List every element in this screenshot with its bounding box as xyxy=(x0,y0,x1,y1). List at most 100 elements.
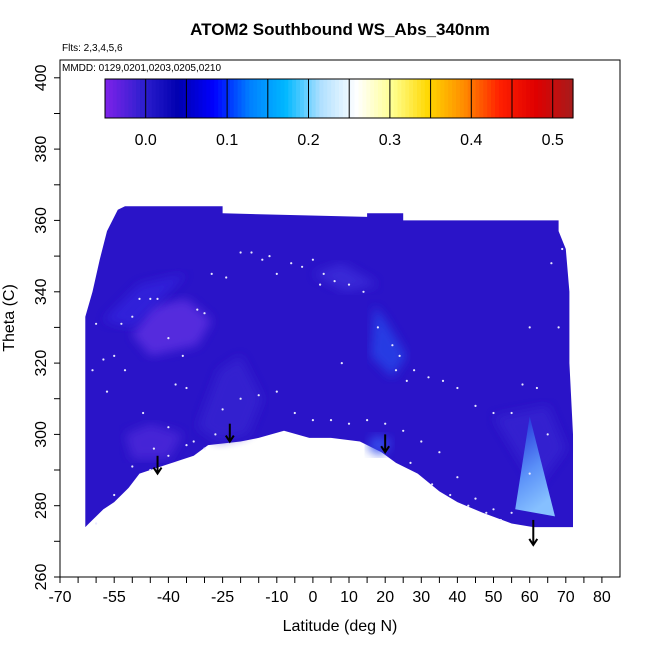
sample-point-31 xyxy=(427,376,430,379)
colorbar-cell-25 xyxy=(202,79,207,118)
sample-point-66 xyxy=(149,468,152,472)
colorbar-cell-35 xyxy=(241,79,246,118)
colorbar-cell-85 xyxy=(436,79,441,118)
colorbar-cell-49 xyxy=(296,79,301,118)
colorbar-cell-33 xyxy=(233,79,239,118)
colorbar-cell-76 xyxy=(401,79,406,118)
colorbar-cell-96 xyxy=(479,79,484,118)
colorbar-tick-label: 0.5 xyxy=(542,132,564,149)
colorbar-cell-89 xyxy=(452,79,457,118)
colorbar-cell-67 xyxy=(366,79,371,118)
colorbar-cell-37 xyxy=(249,79,254,118)
colorbar-cell-86 xyxy=(440,79,445,118)
field-patch-3 xyxy=(197,355,263,442)
sample-point-12 xyxy=(203,312,206,315)
colorbar-cell-23 xyxy=(194,79,200,118)
arrow-2 xyxy=(380,434,390,455)
sample-point-4 xyxy=(131,315,134,318)
colorbar-cell-58 xyxy=(331,79,336,118)
colorbar-cell-20 xyxy=(183,79,188,118)
colorbar-cell-113 xyxy=(545,79,551,118)
colorbar-cell-90 xyxy=(456,79,461,118)
chart-title: ATOM2 Southbound WS_Abs_340nm xyxy=(190,20,490,39)
colorbar-cell-5 xyxy=(124,79,129,118)
colorbar-cell-109 xyxy=(530,79,535,118)
colorbar-cell-14 xyxy=(159,79,165,118)
sample-point-78 xyxy=(123,369,127,372)
sample-point-27 xyxy=(376,326,379,329)
colorbar-cell-46 xyxy=(284,79,289,118)
sample-point-72 xyxy=(449,493,452,497)
x-tick-label: -55 xyxy=(103,589,126,606)
field-patch-1 xyxy=(103,273,187,328)
colorbar-frame xyxy=(104,78,574,119)
colorbar-cell-42 xyxy=(268,79,274,118)
sample-point-6 xyxy=(149,297,152,300)
colorbar-cell-98 xyxy=(487,79,492,118)
colorbar-cell-115 xyxy=(553,79,558,118)
colorbar-cell-7 xyxy=(132,79,137,118)
colorbar-tick-label: 0.3 xyxy=(379,132,401,149)
colorbar-cell-88 xyxy=(448,79,453,118)
sample-point-69 xyxy=(214,433,217,436)
sample-point-49 xyxy=(293,411,296,415)
colorbar-cell-103 xyxy=(506,79,512,118)
colorbar-cell-15 xyxy=(163,79,168,118)
arrow-head xyxy=(152,467,163,476)
sample-point-26 xyxy=(362,290,365,293)
field-patch-4 xyxy=(370,306,407,378)
x-tick-label: -40 xyxy=(157,589,180,606)
sample-point-24 xyxy=(333,280,336,283)
x-tick-label: -25 xyxy=(211,589,234,606)
colorbar-cell-75 xyxy=(397,79,402,118)
x-tick-label: 60 xyxy=(521,589,539,606)
colorbar-cell-31 xyxy=(225,79,231,118)
colorbar-cell-104 xyxy=(510,79,516,118)
colorbar-cell-112 xyxy=(541,79,547,118)
sample-point-14 xyxy=(225,276,228,279)
colorbar-cell-11 xyxy=(147,79,153,118)
y-tick-label: 260 xyxy=(33,564,50,591)
sample-point-64 xyxy=(113,493,116,497)
colorbar-cell-30 xyxy=(222,79,227,118)
sample-point-9 xyxy=(174,383,177,386)
x-tick-label: 70 xyxy=(557,589,575,606)
sample-point-16 xyxy=(250,251,253,254)
colorbar-cell-16 xyxy=(167,79,172,118)
colorbar-cell-63 xyxy=(350,79,356,118)
sample-point-87 xyxy=(340,362,343,365)
colorbar-tick-label: 0.0 xyxy=(135,132,157,149)
colorbar-cell-80 xyxy=(417,79,422,118)
sample-point-20 xyxy=(290,262,293,265)
colorbar-cell-26 xyxy=(206,79,211,118)
sample-point-39 xyxy=(550,262,553,265)
colorbar-cell-66 xyxy=(362,79,367,118)
sample-point-1 xyxy=(102,358,105,361)
sample-point-10 xyxy=(185,386,188,390)
sample-point-19 xyxy=(275,272,278,275)
colorbar-cell-39 xyxy=(257,79,262,118)
colorbar-tick-label: 0.2 xyxy=(297,132,319,149)
sample-point-57 xyxy=(438,451,441,454)
colorbar-cell-81 xyxy=(420,79,426,118)
colorbar-cell-101 xyxy=(498,79,504,118)
x-tick-label: -70 xyxy=(48,589,71,606)
field-layer xyxy=(85,206,574,528)
sample-point-44 xyxy=(203,447,206,450)
field-patch-6 xyxy=(312,263,378,292)
colorbar-cell-61 xyxy=(342,79,348,118)
sample-point-25 xyxy=(347,283,351,286)
x-tick-label: 0 xyxy=(308,589,317,606)
sample-point-43 xyxy=(185,444,188,447)
sample-point-3 xyxy=(120,322,123,325)
colorbar-cell-70 xyxy=(378,79,383,118)
sample-point-23 xyxy=(322,272,325,275)
field-patch-0 xyxy=(132,298,212,356)
x-tick-label: 40 xyxy=(449,589,467,606)
y-tick-label: 300 xyxy=(33,421,50,448)
x-tick-label: 50 xyxy=(485,589,503,606)
colorbar-cell-54 xyxy=(315,79,321,118)
colorbar-cell-95 xyxy=(475,79,480,118)
sample-point-0 xyxy=(95,322,98,325)
sample-point-50 xyxy=(311,419,314,422)
